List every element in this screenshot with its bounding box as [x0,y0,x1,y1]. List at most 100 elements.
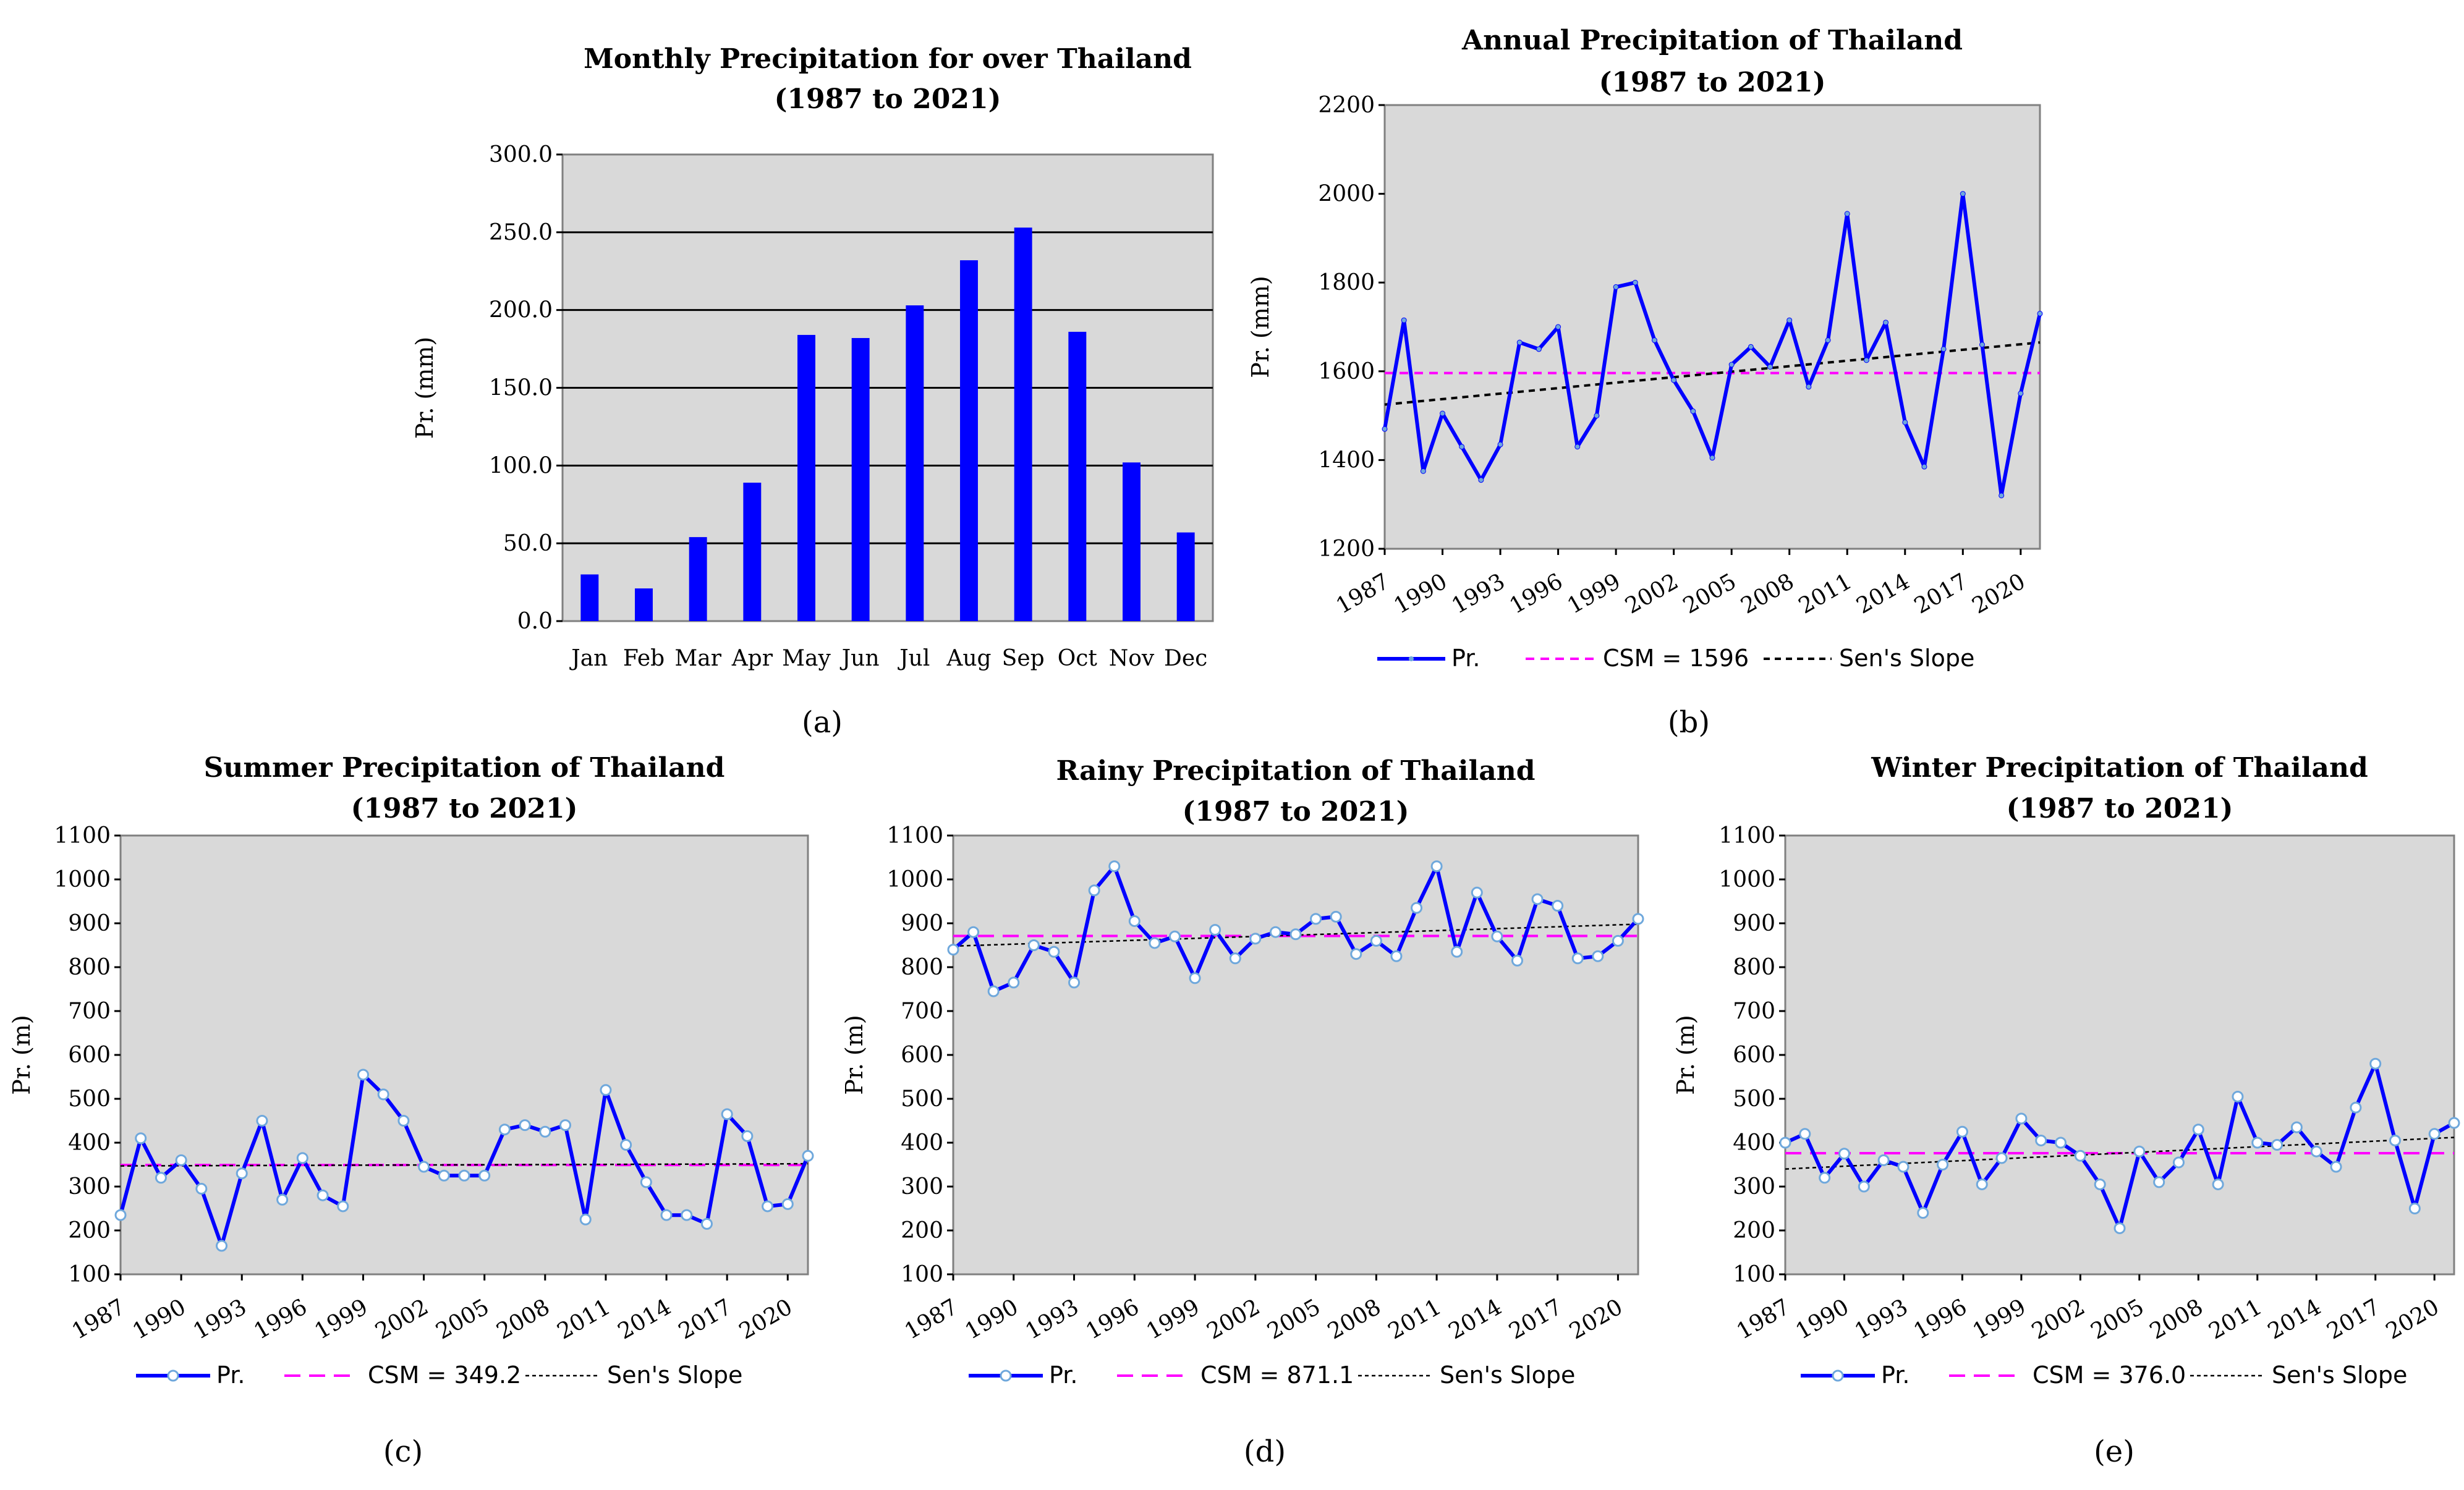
y-tick-label: 250.0 [489,220,553,245]
y-tick-label: 1100 [54,823,111,849]
legend-csm-label: CSM = 1596 [1603,645,1749,672]
x-tick-label: 2014 [614,1294,676,1344]
y-tick-label: 800 [68,955,111,980]
x-tick-label: 1996 [1505,569,1567,619]
legend-csm-label: CSM = 376.0 [2033,1361,2186,1389]
data-point [1516,339,1523,345]
legend-series-label: Pr. [1451,645,1480,672]
y-tick-label: 200 [68,1218,111,1243]
y-tick-label: 400 [901,1130,943,1156]
data-point [1552,900,1564,912]
data-point [1108,860,1121,873]
y-tick-label: 400 [68,1130,111,1156]
legend-sen-label: Sen's Slope [1839,645,1974,672]
data-point [1921,464,1927,470]
data-point [802,1149,814,1162]
y-tick-label: 600 [901,1043,943,1068]
data-point [559,1119,572,1132]
data-point [1956,1125,1968,1138]
x-tick-label: 1993 [1021,1294,1083,1344]
data-point [2055,1137,2067,1149]
y-tick-label: 500 [1733,1086,1775,1112]
data-point [337,1200,349,1213]
data-point [2035,1134,2047,1146]
chart-title: Monthly Precipitation for over Thailand [584,43,1192,75]
plot-area [1383,104,2041,550]
data-point [458,1169,470,1182]
x-tick-label: 2002 [2028,1294,2089,1344]
x-tick-label: Jun [839,646,880,671]
plot-area [952,834,1639,1276]
chart-subtitle: (1987 to 2021) [1599,67,1826,98]
data-point [2094,1178,2106,1190]
data-point [1995,1152,2008,1164]
data-point [1806,384,1812,390]
x-tick-label: 2020 [2382,1294,2444,1344]
y-tick-label: 1800 [1318,270,1375,295]
data-point [620,1139,632,1151]
data-point [2408,1203,2421,1214]
x-tick-label: Feb [623,646,665,671]
data-point [1819,1172,1831,1184]
bar [1014,227,1032,621]
data-point [1390,950,1403,962]
y-tick-label: 500 [901,1086,943,1112]
x-tick-label: Oct [1058,646,1098,671]
legend-sen-label: Sen's Slope [607,1361,742,1389]
data-point [1229,952,1241,965]
data-point [1128,915,1141,927]
data-point [1008,976,1020,989]
y-tick-label: 500 [68,1086,111,1112]
data-point [377,1088,389,1101]
data-point [2133,1145,2146,1158]
x-tick-label: 1987 [1733,1294,1795,1344]
data-point [1269,926,1281,938]
panel-label: (b) [1668,705,1710,740]
y-tick-label: 400 [1733,1130,1775,1156]
y-tick-label: 800 [1733,955,1775,980]
data-point [1937,1159,1949,1170]
bar [1068,331,1087,621]
data-point [114,1209,127,1221]
data-point [1555,324,1561,330]
y-tick-label: 200 [1733,1218,1775,1243]
data-point [1917,1207,1929,1219]
legend-series-marker [1832,1369,1844,1382]
x-tick-label: 1993 [189,1294,251,1344]
legend-sen-label: Sen's Slope [2272,1361,2407,1389]
data-point [1858,1180,1870,1193]
data-point [1671,377,1677,383]
x-tick-label: 1996 [250,1294,312,1344]
data-point [640,1176,652,1188]
data-point [2172,1156,2185,1169]
chart-d: Rainy Precipitation of Thailand (1987 to … [841,755,1644,1469]
data-point [1767,364,1774,370]
x-tick-label: 2011 [553,1294,615,1344]
chart-b: Annual Precipitation of Thailand (1987 to… [1247,25,2043,740]
x-tick-label: 2017 [674,1294,736,1344]
data-point [781,1198,794,1210]
x-tick-label: Mar [674,646,721,671]
data-point [296,1152,308,1164]
bar [906,305,924,621]
legend-series-marker [167,1369,179,1382]
x-tick-label: 2017 [1910,569,1972,619]
sens-slope-line [1384,341,2041,406]
y-tick-label: 300.0 [489,142,553,167]
legend-series-marker [1409,656,1414,661]
data-point [2074,1149,2086,1162]
data-point [1189,972,1201,984]
data-point [1748,344,1754,350]
data-point [1068,976,1081,989]
data-point [741,1130,754,1142]
legend-series-label: Pr. [1881,1361,1910,1389]
y-axis-label: Pr. (m) [1672,1015,1699,1094]
y-tick-label: 700 [1733,999,1775,1024]
legend-sen-label: Sen's Slope [1440,1361,1575,1389]
data-point [1310,913,1322,925]
plot-area [119,834,809,1276]
data-point [2212,1178,2224,1190]
y-tick-label: 900 [1733,911,1775,936]
x-tick-label: 1987 [901,1294,962,1344]
x-tick-label: 2014 [1445,1294,1506,1344]
